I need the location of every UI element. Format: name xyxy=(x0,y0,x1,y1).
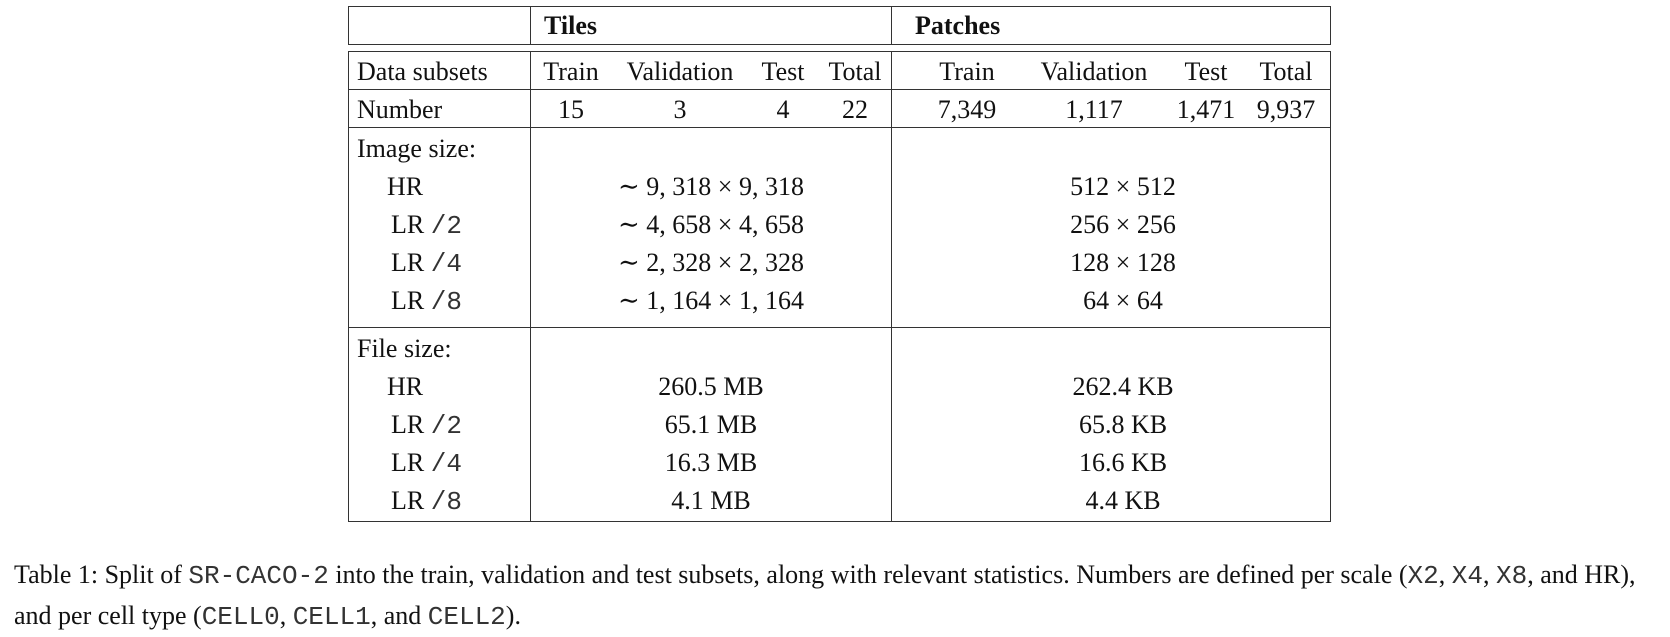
patches-number-test: 1,471 xyxy=(1176,95,1236,124)
row-label-subsets: Data subsets xyxy=(357,57,488,86)
row-divider xyxy=(349,127,1330,128)
file-size-tiles-lr8: 4.1 MB xyxy=(671,486,751,515)
cell-type-code: CELL0 xyxy=(201,602,280,632)
header-divider xyxy=(530,7,531,44)
file-size-patches-lr8: 4.4 KB xyxy=(1085,486,1161,515)
row-label-number: Number xyxy=(357,95,443,124)
section-title-image-size: Image size: xyxy=(357,134,477,163)
caption-text: , and HR), and per cell type ( xyxy=(14,560,1636,630)
table-caption: Table 1: Split of SR-CACO-2 into the tra… xyxy=(14,555,1664,637)
image-size-label-lr4: LR /4 xyxy=(391,248,462,279)
image-size-tiles-hr: ∼ 9, 318 × 9, 318 xyxy=(618,172,804,201)
row-divider xyxy=(349,89,1330,90)
file-size-patches-hr: 262.4 KB xyxy=(1072,372,1174,401)
scale-prefix: LR xyxy=(391,248,425,277)
patches-col-total: Total xyxy=(1259,57,1313,86)
image-size-tiles-lr4: ∼ 2, 328 × 2, 328 xyxy=(618,248,804,277)
file-size-tiles-lr2: 65.1 MB xyxy=(664,410,758,439)
tiles-number-validation: 3 xyxy=(673,95,687,124)
scale-factor: /8 xyxy=(430,487,462,517)
image-size-patches-lr4: 128 × 128 xyxy=(1070,248,1176,277)
caption-text: , xyxy=(279,601,293,630)
image-size-tiles-lr8: ∼ 1, 164 × 1, 164 xyxy=(618,286,804,315)
tiles-col-validation: Validation xyxy=(626,57,734,86)
patches-col-test: Test xyxy=(1184,57,1228,86)
scale-prefix: LR xyxy=(391,286,425,315)
scale-code: X8 xyxy=(1495,561,1528,591)
scale-code: X4 xyxy=(1451,561,1483,591)
file-size-tiles-lr4: 16.3 MB xyxy=(664,448,758,477)
file-size-patches-lr4: 16.6 KB xyxy=(1078,448,1168,477)
caption-text: , and xyxy=(370,601,428,630)
tiles-number-total: 22 xyxy=(842,95,868,124)
patches-header: Patches xyxy=(915,11,1001,40)
file-size-patches-lr2: 65.8 KB xyxy=(1078,410,1168,439)
image-size-patches-lr2: 256 × 256 xyxy=(1070,210,1176,239)
file-size-label-hr: HR xyxy=(387,372,424,401)
caption-text: , xyxy=(1438,560,1452,589)
column-divider xyxy=(891,52,892,521)
image-size-patches-hr: 512 × 512 xyxy=(1070,172,1176,201)
image-size-label-lr8: LR /8 xyxy=(391,286,462,317)
scale-factor: /4 xyxy=(430,449,462,479)
image-size-tiles-lr2: ∼ 4, 658 × 4, 658 xyxy=(618,210,804,239)
table-header-box: Tiles Patches xyxy=(348,6,1331,45)
tiles-col-total: Total xyxy=(828,57,882,86)
image-size-patches-lr8: 64 × 64 xyxy=(1083,286,1163,315)
image-size-label-lr2: LR /2 xyxy=(391,210,462,241)
scale-prefix: LR xyxy=(391,410,425,439)
tiles-header: Tiles xyxy=(544,11,597,40)
file-size-label-lr4: LR /4 xyxy=(391,448,462,479)
cell-type-code: CELL2 xyxy=(427,602,506,632)
scale-prefix: LR xyxy=(391,210,425,239)
file-size-label-lr8: LR /8 xyxy=(391,486,462,517)
scale-factor: /8 xyxy=(430,287,462,317)
cell-type-code: CELL1 xyxy=(292,602,371,632)
row-divider xyxy=(349,327,1330,328)
tiles-col-train: Train xyxy=(543,57,599,86)
scale-prefix: LR xyxy=(391,448,425,477)
patches-number-validation: 1,117 xyxy=(1065,95,1123,124)
scale-code: X2 xyxy=(1407,561,1439,591)
caption-text: into the train, validation and test subs… xyxy=(328,560,1408,589)
caption-text: Table 1: Split of xyxy=(14,560,189,589)
scale-factor: /2 xyxy=(430,411,462,441)
dataset-name-code: SR-CACO-2 xyxy=(188,561,329,591)
patches-number-train: 7,349 xyxy=(937,95,997,124)
image-size-label-hr: HR xyxy=(387,172,424,201)
stats-table: Data subsets Train Validation Test Total… xyxy=(348,51,1331,522)
patches-col-train: Train xyxy=(939,57,995,86)
file-size-label-lr2: LR /2 xyxy=(391,410,462,441)
section-title-file-size: File size: xyxy=(357,334,452,363)
tiles-number-test: 4 xyxy=(776,95,790,124)
file-size-tiles-hr: 260.5 MB xyxy=(658,372,764,401)
scale-prefix: LR xyxy=(391,486,425,515)
header-divider xyxy=(891,7,892,44)
tiles-col-test: Test xyxy=(761,57,805,86)
patches-col-validation: Validation xyxy=(1040,57,1148,86)
column-divider xyxy=(530,52,531,521)
caption-text: , xyxy=(1482,560,1496,589)
tiles-number-train: 15 xyxy=(558,95,584,124)
caption-text: ). xyxy=(505,601,521,630)
scale-factor: /4 xyxy=(430,249,462,279)
scale-factor: /2 xyxy=(430,211,462,241)
patches-number-total: 9,937 xyxy=(1256,95,1316,124)
